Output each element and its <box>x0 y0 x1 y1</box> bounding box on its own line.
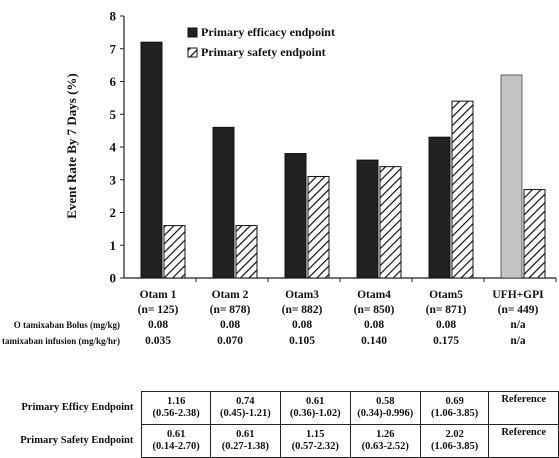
bar-efficacy-5 <box>428 136 451 279</box>
dosing-value: n/a <box>510 335 526 347</box>
results-cell-ci: (0.36)-1.02) <box>289 408 341 419</box>
bar-safety-3 <box>307 175 330 279</box>
results-cell-value: 0.61 <box>166 429 186 440</box>
y-tick-label: 4 <box>110 140 117 155</box>
results-reference: Reference <box>488 391 559 425</box>
results-row: Primary Efficy Endpoint 1.16 (0.56-2.38) 0.… <box>14 391 559 425</box>
results-row-label: Primary Efficy Endpoint <box>21 402 134 413</box>
dosing-value: 0.070 <box>217 335 243 347</box>
category-label: Otam3 <box>285 289 319 301</box>
results-cell: 0.74 (0.45)-1.21) <box>209 391 281 425</box>
bar-safety-4 <box>379 166 402 279</box>
results-cell: 2.02 (1.06-3.85) <box>419 424 490 458</box>
y-tick-label: 2 <box>110 205 117 220</box>
y-tick-label: 3 <box>110 172 117 187</box>
legend: Primary efficacy endpoint Primary safety … <box>187 25 335 59</box>
results-cell: 0.61 (0.36)-1.02) <box>279 391 351 425</box>
results-reference: Reference <box>488 424 559 458</box>
category-n-label: (n= 449) <box>498 304 539 316</box>
category-label: Otam4 <box>357 289 391 301</box>
bar-efficacy-1 <box>140 41 163 279</box>
results-table: Primary Efficy Endpoint 1.16 (0.56-2.38) 0.… <box>14 391 559 458</box>
category-label: Otam 2 <box>212 289 249 301</box>
results-cell-value: 1.15 <box>306 429 325 440</box>
legend-swatch-safety <box>187 47 198 58</box>
dosing-value: 0.105 <box>289 335 315 347</box>
legend-label-safety: Primary safety endpoint <box>201 45 326 59</box>
results-cell: 0.69 (1.06-3.85) <box>419 391 490 425</box>
results-cell-value: 1.16 <box>166 396 186 407</box>
category-n-label: (n= 125) <box>138 304 179 316</box>
y-axis-label: Event Rate By 7 Days (%) <box>64 73 79 219</box>
bar-safety-2 <box>235 225 258 279</box>
results-cell: 1.16 (0.56-2.38) <box>141 391 211 425</box>
dosing-value: 0.035 <box>145 335 171 347</box>
results-cell-ci: (0.57-2.32) <box>291 441 339 452</box>
bar-efficacy-4 <box>356 159 379 279</box>
results-cell-ci: (0.45)-1.21) <box>219 408 271 419</box>
event-rate-bar-chart: 0 1 2 3 4 5 6 7 8 Event Rate By 7 Days (%) Prima… <box>0 9 557 347</box>
results-cell-ci: (0.56-2.38) <box>152 408 200 419</box>
y-tick-label: 5 <box>110 107 117 122</box>
category-label: Otam 1 <box>140 289 177 301</box>
results-cell-ci: (1.06-3.85) <box>431 441 479 452</box>
bar-safety-5 <box>451 100 474 279</box>
bar-safety-6 <box>523 189 546 279</box>
dosing-row-label: O tamixaban infusion (mg/kg/hr) <box>0 336 120 346</box>
results-cell-value: 2.02 <box>445 429 464 440</box>
dosing-value: 0.08 <box>436 319 456 331</box>
dosing-value: 0.175 <box>433 335 459 347</box>
results-cell-value: 1.26 <box>376 429 395 440</box>
bar-safety-1 <box>163 225 186 279</box>
results-cell-value: 0.58 <box>376 396 395 407</box>
results-cell-ci: (0.34)-0.996) <box>357 408 414 419</box>
y-tick-label: 7 <box>110 41 117 56</box>
results-cell-ci: (1.06-3.85) <box>431 408 479 419</box>
bar-efficacy-2 <box>212 126 235 279</box>
dosing-value: 0.08 <box>292 319 312 331</box>
results-cell-ci: (0.14-2.70) <box>152 441 200 452</box>
dosing-value: 0.08 <box>148 319 168 331</box>
results-cell-value: 0.61 <box>236 429 255 440</box>
legend-swatch-efficacy <box>187 27 198 38</box>
bar-efficacy-6 <box>500 74 523 279</box>
results-cell-ci: (0.27-1.38) <box>221 441 269 452</box>
results-cell-value: 0.61 <box>306 396 325 407</box>
legend-label-efficacy: Primary efficacy endpoint <box>201 25 335 39</box>
y-tick-label: 0 <box>110 271 117 286</box>
category-n-label: (n= 850) <box>354 304 395 316</box>
results-cell: 0.61 (0.14-2.70) <box>141 424 211 458</box>
dosing-value: 0.08 <box>364 319 384 331</box>
plot-area: 0 1 2 3 4 5 6 7 8 <box>110 9 557 286</box>
bar-efficacy-3 <box>284 153 307 279</box>
category-n-label: (n= 878) <box>210 304 251 316</box>
results-row-label: Primary Safety Endpoint <box>20 435 134 446</box>
category-label: Otam5 <box>429 289 463 301</box>
category-n-label: (n= 871) <box>426 304 467 316</box>
results-row: Primary Safety Endpoint 0.61 (0.14-2.70) 0.… <box>14 424 559 458</box>
results-cell: 0.61 (0.27-1.38) <box>209 424 281 458</box>
dosing-value: 0.08 <box>220 319 240 331</box>
category-label: UFH+GPI <box>492 289 544 301</box>
results-cell-ci: (0.63-2.52) <box>361 441 409 452</box>
y-tick-label: 1 <box>110 238 117 253</box>
results-cell-value: 0.69 <box>445 396 464 407</box>
results-cell: 0.58 (0.34)-0.996) <box>349 391 421 425</box>
category-n-label: (n= 882) <box>282 304 323 316</box>
results-cell-value: 0.74 <box>236 396 255 407</box>
results-cell: 1.26 (0.63-2.52) <box>349 424 421 458</box>
dosing-value: 0.140 <box>361 335 387 347</box>
dosing-rows: O tamixaban Bolus (mg/kg) 0.08 0.08 0.08 0.0… <box>0 319 526 347</box>
y-tick-label: 6 <box>110 74 117 89</box>
x-axis-labels: Otam 1 (n= 125) Otam 2 (n= 878) Otam3 (n= 882… <box>138 289 545 316</box>
dosing-row-label: O tamixaban Bolus (mg/kg) <box>14 320 120 330</box>
y-tick-label: 8 <box>110 9 117 24</box>
results-cell: 1.15 (0.57-2.32) <box>279 424 351 458</box>
dosing-value: n/a <box>510 319 526 331</box>
